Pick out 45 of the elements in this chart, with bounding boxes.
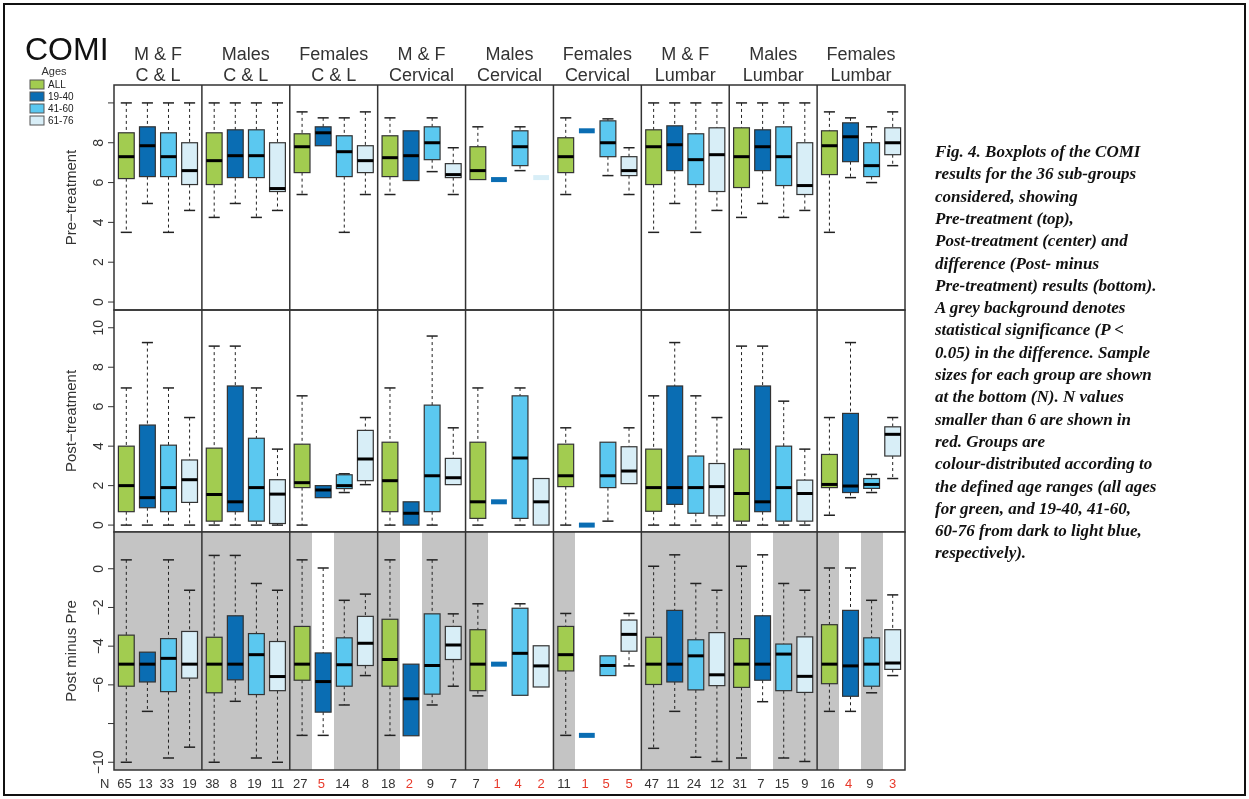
y-tick-label: 6 [90, 178, 106, 187]
legend-label: ALL [48, 79, 67, 90]
text: 18 2 9 7 [380, 776, 457, 791]
x-tick-label: Males Cervical [476, 44, 543, 85]
x-tick-label: Females Lumbar [826, 44, 896, 85]
y-tick-label: 4 [90, 218, 106, 227]
y-tick-label: 2 [90, 258, 106, 267]
x-tick-label: Females Cervical [562, 44, 632, 85]
legend-label: 61-76 [48, 115, 75, 126]
y-axis-title: Pre−treatment [62, 148, 79, 246]
y-tick-label: 0 [90, 297, 106, 306]
y-tick-label: 6 [90, 402, 106, 411]
text: Fig. 4. Boxplots of the COMI results for the 36 sub-groups considered, showing Pre-treatment (top), Post-treatment (center) and difference (Post- minus Pre-treatment) results (bottom). A grey background denotes statistical significance (P < 0.05) in the difference. Sample sizes for each group are shown at the bottom (N). N values smaller than 6 are shown in red. Groups are colour-distributed according to the defined age ranges (all ages for green, and 19-40, 41-60, 60-76 from dark to light blue, respectively). [935, 142, 1157, 563]
text: 47 11 24 12 [644, 776, 725, 791]
y-tick-label: 8 [90, 363, 106, 372]
text: 11 1 5 5 [557, 776, 633, 791]
text: 16 4 9 3 [820, 776, 897, 791]
text: 38 8 19 11 [205, 776, 285, 791]
y-tick-label: 2 [90, 481, 106, 490]
y-tick-label: 4 [90, 442, 106, 451]
x-tick-label: M & F C & L [133, 44, 182, 85]
y-tick-label: 0 [90, 564, 106, 573]
text: N [100, 776, 110, 791]
y-tick-label: −10 [90, 750, 106, 775]
y-tick-label: −6 [90, 676, 106, 693]
y-tick-label: −2 [90, 599, 106, 616]
x-tick-label: Males Lumbar [742, 44, 804, 85]
y-tick-label: −4 [90, 637, 106, 655]
text: 65 13 33 19 [117, 776, 197, 791]
y-tick-label: 10 [90, 319, 106, 336]
legend-label: 19-40 [48, 91, 75, 102]
text: 27 5 14 8 [293, 776, 369, 791]
x-tick-label: Females C & L [299, 44, 369, 85]
y-axis-title: Post minus Pre [62, 600, 79, 702]
legend-title: Ages [41, 65, 68, 77]
text: 7 1 4 2 [472, 776, 545, 791]
x-tick-label: M & F Cervical [389, 44, 455, 85]
x-tick-label: Males C & L [221, 44, 270, 85]
text: 31 7 15 9 [732, 776, 809, 791]
y-tick-label: 0 [90, 520, 106, 529]
y-axis-title: Post−treatment [62, 369, 79, 473]
y-tick-label: 8 [90, 138, 106, 147]
legend-label: 41-60 [48, 103, 75, 114]
x-tick-label: M & F Lumbar [654, 44, 716, 85]
chart-title: COMI [25, 31, 109, 67]
